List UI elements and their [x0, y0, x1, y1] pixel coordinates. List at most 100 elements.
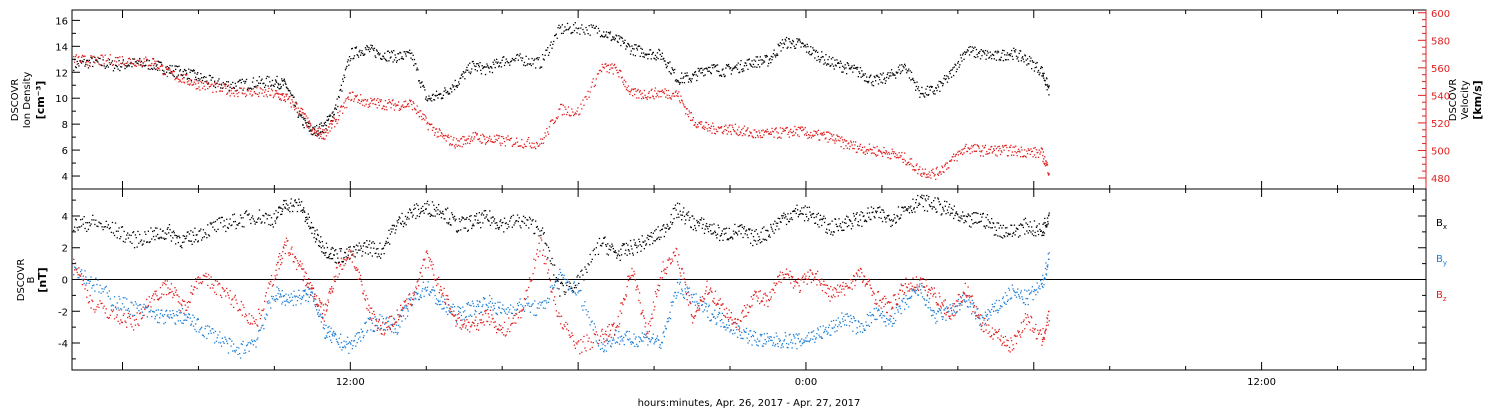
data-point-velocity [192, 83, 195, 85]
data-point-density [389, 51, 391, 54]
data-point-velocity [838, 136, 840, 138]
data-point-velocity [350, 99, 352, 102]
data-point-velocity [1012, 146, 1014, 148]
data-point-By [452, 303, 454, 305]
data-point-Bx [766, 229, 768, 232]
data-point-density [932, 91, 934, 93]
data-point-velocity [705, 121, 707, 124]
data-point-Bx [879, 211, 882, 213]
data-point-velocity [558, 108, 560, 110]
data-point-velocity [626, 87, 628, 89]
data-point-velocity [1018, 150, 1020, 152]
data-point-Bx [783, 217, 786, 219]
data-point-Bx [1015, 227, 1018, 229]
data-point-density [766, 55, 768, 58]
data-point-Bx [975, 212, 978, 214]
data-point-Bx [282, 204, 284, 206]
data-point-velocity [930, 169, 933, 172]
data-point-By [601, 347, 603, 350]
data-point-density [293, 96, 295, 98]
data-point-Bx [273, 213, 275, 215]
data-point-velocity [366, 99, 369, 101]
density-tick-label: 4 [62, 172, 68, 183]
data-point-velocity [253, 91, 255, 93]
data-point-Bx [447, 207, 449, 209]
data-point-By [623, 336, 625, 339]
data-point-By [422, 288, 424, 290]
data-point-By [300, 303, 302, 305]
data-point-velocity [699, 121, 701, 123]
data-point-velocity [762, 129, 764, 131]
data-point-Bx [419, 213, 421, 215]
data-point-velocity [867, 148, 869, 151]
data-point-Bx [82, 223, 84, 225]
data-point-velocity [394, 103, 396, 105]
data-point-Bx [741, 224, 743, 226]
data-point-By [435, 298, 438, 300]
data-point-density [458, 83, 460, 85]
data-point-Bx [738, 230, 740, 232]
data-point-Bx [663, 224, 665, 226]
data-point-density [1047, 87, 1050, 89]
data-point-density [365, 48, 367, 51]
data-point-By [573, 282, 575, 284]
data-point-Bx [645, 243, 648, 245]
data-point-Bx [798, 214, 800, 216]
data-point-Bx [995, 229, 998, 231]
data-point-Bx [757, 240, 759, 242]
data-point-By [258, 329, 261, 331]
data-point-By [458, 306, 460, 309]
data-point-velocity [801, 130, 803, 132]
data-point-Bx [339, 248, 341, 250]
data-point-velocity [674, 91, 677, 93]
data-point-By [84, 270, 86, 272]
data-point-By [203, 336, 205, 338]
data-point-By [319, 315, 321, 317]
data-point-By [651, 337, 653, 339]
data-point-Bx [443, 218, 445, 220]
data-point-velocity [754, 129, 756, 131]
data-point-density [1042, 75, 1044, 77]
data-point-velocity [265, 94, 267, 96]
data-point-velocity [678, 100, 681, 102]
data-point-density [418, 80, 420, 82]
data-point-velocity [113, 60, 116, 62]
data-point-density [535, 67, 537, 69]
data-point-density [993, 58, 995, 60]
data-point-density [351, 47, 353, 50]
data-point-velocity [957, 151, 959, 153]
data-point-density [931, 86, 933, 88]
field-tick-label: 4 [62, 212, 68, 223]
data-point-velocity [524, 145, 526, 147]
data-point-By [634, 345, 636, 347]
data-point-By [171, 317, 173, 319]
data-point-Bx [235, 227, 237, 230]
data-point-density [469, 62, 471, 64]
data-point-By [326, 332, 329, 334]
data-point-velocity [444, 135, 446, 137]
data-point-density [933, 90, 935, 92]
data-point-density [337, 95, 340, 98]
data-point-velocity [159, 65, 162, 68]
data-point-By [442, 301, 444, 303]
data-point-By [415, 292, 418, 294]
data-point-Bx [573, 287, 576, 289]
data-point-Bx [819, 214, 822, 216]
data-point-density [910, 79, 912, 81]
data-point-Bx [692, 215, 694, 217]
data-point-density [166, 71, 168, 73]
data-point-velocity [946, 168, 948, 170]
data-point-By [342, 346, 344, 349]
data-point-density [828, 56, 830, 58]
data-point-density [661, 52, 663, 54]
data-point-density [964, 51, 966, 53]
data-point-By [375, 324, 377, 326]
data-point-By [656, 335, 659, 337]
data-point-By [636, 343, 638, 345]
data-point-Bx [632, 252, 634, 254]
data-point-velocity [840, 146, 842, 148]
data-point-velocity [832, 134, 835, 136]
data-point-Bx [248, 213, 250, 215]
data-point-density [268, 76, 270, 78]
data-point-velocity [933, 172, 935, 174]
